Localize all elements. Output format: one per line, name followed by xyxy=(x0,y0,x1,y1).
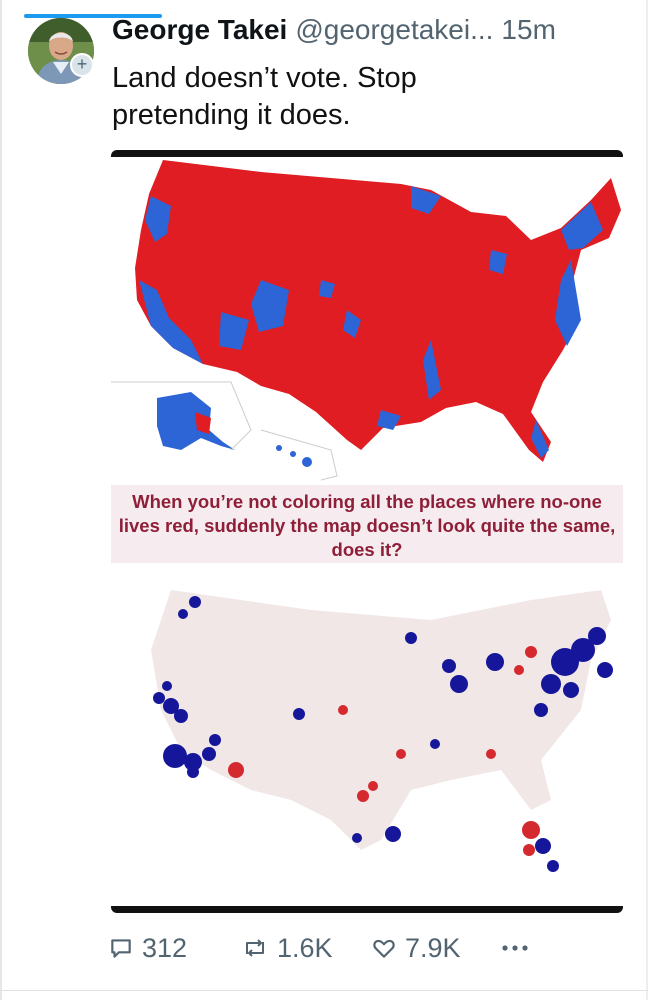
like-count: 7.9K xyxy=(405,932,461,963)
like-icon xyxy=(373,939,395,958)
media-caption: When you’re not coloring all the places … xyxy=(118,491,616,560)
frame-left-border xyxy=(0,0,2,1000)
dot-map xyxy=(151,590,613,872)
retweet-count: 1.6K xyxy=(277,932,333,963)
progress-indicator xyxy=(24,14,162,18)
avatar-plus-icon[interactable]: + xyxy=(70,53,94,77)
retweet-button[interactable]: 1.6K xyxy=(241,925,333,971)
tweet-header: George Takei @georgetakei... 15m xyxy=(112,13,632,47)
reply-icon xyxy=(111,939,131,958)
frame-right-border xyxy=(646,0,648,1000)
author-handle[interactable]: @georgetakei... xyxy=(295,14,494,45)
more-icon xyxy=(502,945,528,951)
county-map xyxy=(111,160,621,481)
like-button[interactable]: 7.9K xyxy=(371,925,461,971)
election-maps xyxy=(111,150,623,913)
author-name[interactable]: George Takei xyxy=(112,14,288,45)
caption-band xyxy=(111,485,623,563)
tweet-time[interactable]: 15m xyxy=(501,14,556,45)
tweet-media-image[interactable]: When you’re not coloring all the places … xyxy=(111,150,623,913)
tweet-actions: 312 1.6K 7.9K xyxy=(0,925,648,971)
tweet-text: Land doesn’t vote. Stop pretending it do… xyxy=(112,62,417,131)
tweet-divider xyxy=(0,990,648,991)
reply-button[interactable]: 312 xyxy=(108,925,187,971)
more-button[interactable] xyxy=(500,925,538,971)
avatar-photo xyxy=(28,18,94,84)
reply-count: 312 xyxy=(142,932,188,963)
avatar[interactable] xyxy=(28,18,94,84)
retweet-icon xyxy=(246,939,264,957)
